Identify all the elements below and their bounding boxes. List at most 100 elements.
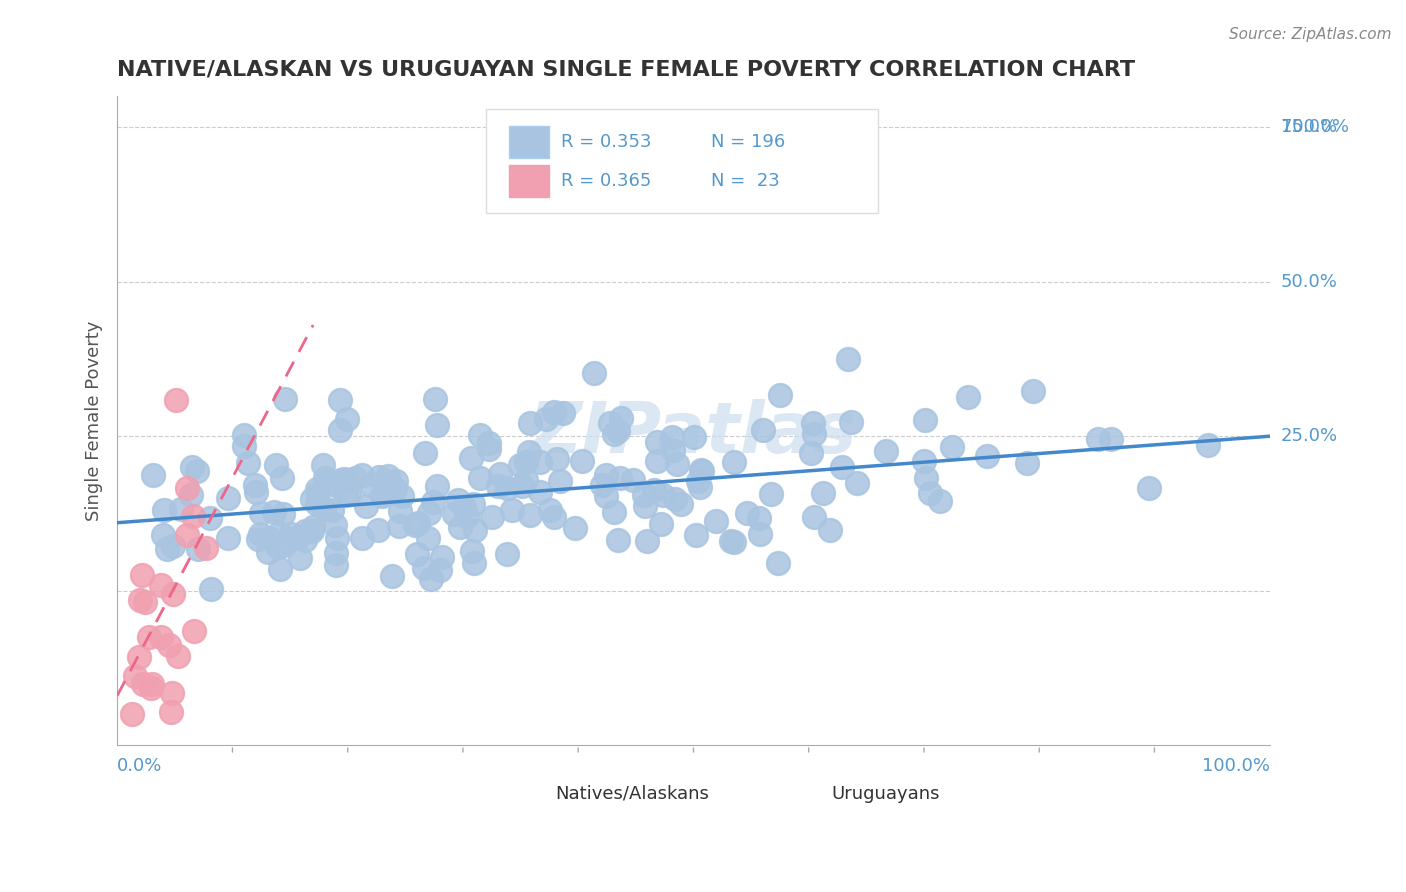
Text: 75.0%: 75.0% (1281, 119, 1339, 136)
Point (689, 480, 711, 494)
Point (149, 630, 172, 644)
Point (515, 455, 537, 469)
Point (837, 351, 859, 366)
Point (249, 527, 271, 541)
Point (329, 423, 352, 437)
Point (142, 468, 165, 483)
Point (312, 458, 335, 472)
Point (288, 550, 311, 565)
Point (167, 649, 190, 664)
Point (941, 440, 963, 454)
Point (250, 506, 273, 520)
Point (267, 540, 290, 554)
Point (200, 582, 222, 597)
Point (373, 488, 395, 502)
Point (243, 478, 266, 492)
Point (464, 523, 486, 537)
Point (160, 686, 183, 700)
Point (263, 505, 285, 519)
Point (162, 539, 184, 553)
Point (352, 531, 374, 545)
Text: 0.0%: 0.0% (117, 757, 163, 775)
Point (391, 490, 413, 504)
Point (416, 531, 439, 545)
Point (1021, 384, 1043, 399)
Point (449, 520, 471, 534)
Point (538, 502, 561, 516)
Point (463, 497, 485, 511)
Point (470, 471, 492, 485)
Point (519, 508, 541, 523)
Point (661, 430, 683, 444)
Point (510, 479, 533, 493)
Text: 100.0%: 100.0% (1281, 119, 1348, 136)
Point (134, 595, 156, 609)
Point (406, 516, 429, 531)
Point (460, 544, 482, 558)
Point (519, 417, 541, 431)
Point (301, 492, 323, 507)
Point (489, 467, 512, 481)
Point (690, 464, 713, 478)
Point (515, 473, 537, 487)
Point (432, 549, 454, 564)
Text: 50.0%: 50.0% (1281, 273, 1337, 291)
Point (456, 509, 478, 524)
Point (217, 531, 239, 545)
Point (803, 510, 825, 524)
Point (609, 470, 631, 484)
Text: N =  23: N = 23 (711, 172, 779, 190)
Text: R = 0.365: R = 0.365 (561, 172, 651, 190)
Point (800, 446, 823, 460)
Point (831, 460, 853, 475)
Text: Uruguayans: Uruguayans (832, 785, 941, 803)
Point (517, 445, 540, 459)
Point (335, 488, 357, 502)
Point (481, 510, 503, 524)
Point (720, 533, 742, 548)
Text: 25.0%: 25.0% (1281, 427, 1339, 445)
Point (413, 560, 436, 574)
Point (645, 434, 668, 449)
Point (429, 563, 451, 577)
Point (180, 460, 202, 475)
Text: NATIVE/ALASKAN VS URUGUAYAN SINGLE FEMALE POVERTY CORRELATION CHART: NATIVE/ALASKAN VS URUGUAYAN SINGLE FEMAL… (117, 60, 1135, 79)
Point (599, 416, 621, 430)
Point (749, 527, 772, 541)
Point (662, 443, 685, 458)
Point (170, 502, 193, 516)
Point (914, 412, 936, 426)
Point (326, 531, 349, 545)
Point (305, 497, 328, 511)
Point (460, 450, 482, 465)
Point (141, 677, 163, 691)
Point (287, 530, 309, 544)
Point (564, 521, 586, 535)
Point (128, 649, 150, 664)
Point (845, 475, 868, 490)
Point (329, 473, 352, 487)
Point (198, 511, 221, 525)
Point (325, 546, 347, 560)
Point (801, 416, 824, 430)
Point (447, 492, 470, 507)
Point (636, 533, 658, 548)
Point (269, 561, 291, 575)
Point (529, 455, 551, 469)
Point (426, 479, 449, 493)
Point (367, 470, 389, 484)
Point (381, 569, 404, 583)
Point (595, 467, 617, 482)
Point (138, 630, 160, 644)
Point (323, 518, 346, 533)
Point (271, 508, 294, 522)
Point (820, 523, 842, 537)
Point (956, 391, 979, 405)
Point (496, 547, 519, 561)
Point (813, 485, 835, 500)
Point (183, 508, 205, 523)
Point (124, 668, 146, 682)
FancyBboxPatch shape (509, 164, 550, 197)
Point (337, 487, 360, 501)
Point (766, 556, 789, 570)
